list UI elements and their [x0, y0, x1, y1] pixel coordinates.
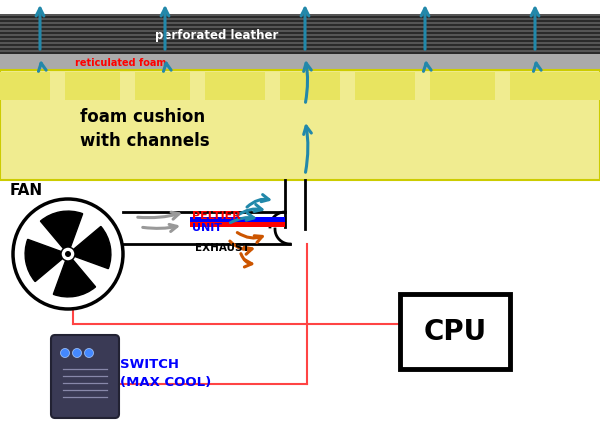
Circle shape [61, 247, 75, 261]
Text: with channels: with channels [80, 132, 209, 150]
Circle shape [61, 349, 70, 358]
Wedge shape [53, 255, 95, 297]
Wedge shape [40, 212, 83, 255]
Text: PELTIER: PELTIER [192, 211, 241, 221]
Bar [0, 73, 50, 101]
Bar [135, 73, 190, 101]
Bar [190, 222, 285, 227]
Wedge shape [25, 240, 68, 282]
Bar [0, 15, 600, 55]
Bar [430, 73, 495, 101]
Text: SWITCH: SWITCH [120, 357, 179, 370]
Bar [65, 73, 120, 101]
Bar [205, 73, 265, 101]
Text: UNIT: UNIT [192, 222, 222, 233]
Text: (MAX COOL): (MAX COOL) [120, 375, 211, 388]
Bar [0, 55, 600, 71]
Bar [0, 71, 600, 181]
Bar [280, 73, 340, 101]
Bar [400, 294, 510, 369]
Text: perforated leather: perforated leather [155, 29, 278, 42]
Bar [355, 73, 415, 101]
Circle shape [13, 200, 123, 309]
Wedge shape [68, 227, 111, 269]
Bar [190, 218, 285, 222]
FancyBboxPatch shape [51, 335, 119, 418]
Text: reticulated foam: reticulated foam [75, 58, 166, 68]
Circle shape [73, 349, 82, 358]
Bar [510, 73, 600, 101]
Text: CPU: CPU [424, 318, 487, 346]
Text: FAN: FAN [10, 183, 43, 197]
Circle shape [85, 349, 94, 358]
Circle shape [65, 252, 71, 258]
Text: EXHAUST: EXHAUST [195, 243, 250, 252]
Text: foam cushion: foam cushion [80, 108, 205, 126]
